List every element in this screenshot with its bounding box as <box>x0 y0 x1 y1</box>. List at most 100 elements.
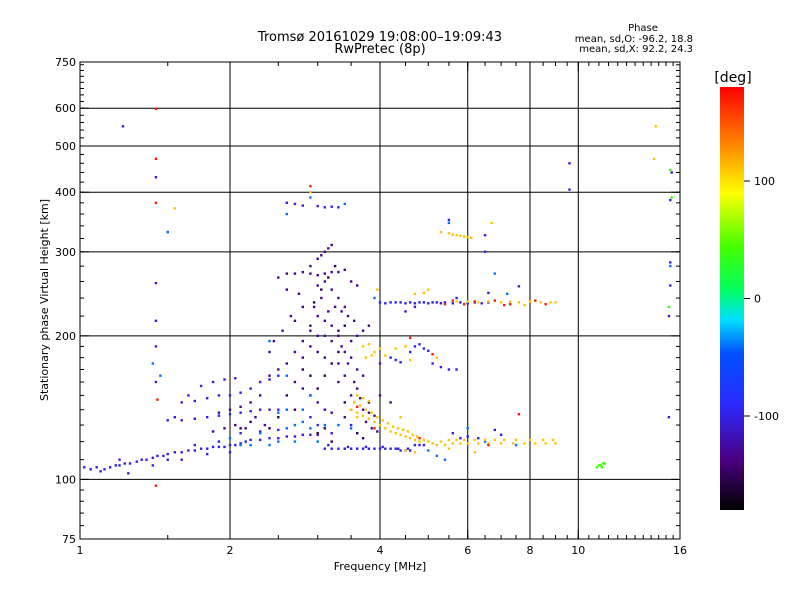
data-point <box>378 447 382 450</box>
data-point <box>487 442 490 445</box>
data-point <box>541 438 545 442</box>
data-point <box>343 416 346 419</box>
data-point <box>361 329 365 332</box>
data-point <box>323 319 326 322</box>
x-tick-labels: 1 2 4 6 8 10 16 <box>77 544 688 557</box>
data-point <box>327 247 330 250</box>
data-point <box>268 408 271 411</box>
data-point <box>459 442 462 445</box>
data-point <box>277 416 280 419</box>
data-point <box>554 442 557 445</box>
y-tick-label: 500 <box>55 140 76 153</box>
data-point <box>470 236 473 239</box>
data-point <box>493 428 496 432</box>
data-point <box>443 458 447 461</box>
data-point <box>435 356 438 359</box>
data-point <box>349 356 353 359</box>
data-point <box>109 466 112 469</box>
data-point <box>384 447 387 450</box>
data-point <box>277 276 280 279</box>
data-point <box>123 462 126 465</box>
data-point <box>346 445 350 449</box>
y-tick-label: 200 <box>55 330 76 343</box>
data-point <box>327 310 330 313</box>
data-point <box>409 449 412 452</box>
data-point <box>228 394 232 397</box>
data-point <box>514 438 518 442</box>
data-point <box>159 374 162 377</box>
data-point <box>544 303 547 306</box>
data-point <box>140 458 143 461</box>
y-tick-label: 600 <box>55 102 76 115</box>
data-point <box>356 368 359 371</box>
data-point <box>316 433 319 436</box>
data-point <box>409 336 412 340</box>
data-point <box>277 374 280 377</box>
data-point <box>477 301 480 304</box>
data-point <box>373 420 376 424</box>
colorbar <box>720 87 744 510</box>
data-point <box>361 447 365 450</box>
data-point <box>364 356 368 359</box>
y-axis-label: Stationary phase Virtual Height [km] <box>38 199 51 401</box>
data-point <box>249 401 252 404</box>
data-point <box>422 347 426 350</box>
data-point <box>316 204 319 208</box>
data-point <box>217 440 221 443</box>
data-point <box>277 368 280 371</box>
data-point <box>151 456 154 459</box>
data-point <box>285 374 288 377</box>
data-point <box>394 301 397 304</box>
data-point <box>293 319 297 322</box>
data-point <box>600 466 603 469</box>
data-point <box>364 445 368 449</box>
data-point <box>356 284 359 287</box>
data-point <box>199 384 203 388</box>
x-tick-label: 1 <box>77 544 84 557</box>
data-point <box>206 452 209 456</box>
data-point <box>356 432 359 435</box>
data-point <box>259 432 262 435</box>
data-point <box>337 423 340 427</box>
data-point <box>373 447 376 450</box>
data-point <box>361 374 365 377</box>
y-tick-label: 750 <box>55 56 76 69</box>
data-point <box>173 451 176 454</box>
data-point <box>399 449 402 452</box>
data-point <box>309 345 312 348</box>
colorbar-tick-label: 100 <box>754 175 775 188</box>
x-tick-label: 6 <box>464 544 471 557</box>
data-point <box>316 257 319 260</box>
data-point <box>330 432 333 435</box>
data-point <box>156 398 159 401</box>
data-point <box>413 302 417 305</box>
data-point <box>509 300 512 303</box>
phase-info-x: mean, sd,X: 92.2, 24.3 <box>579 44 693 55</box>
data-point <box>422 438 426 442</box>
data-point <box>669 264 672 268</box>
data-point <box>378 394 382 397</box>
data-point <box>389 301 392 304</box>
data-point <box>397 447 400 450</box>
data-point <box>114 464 117 467</box>
data-point <box>166 419 169 422</box>
data-point <box>654 125 657 128</box>
data-point <box>534 299 537 302</box>
data-point <box>367 324 371 327</box>
data-point <box>483 250 487 253</box>
data-point <box>151 362 154 365</box>
data-point <box>154 380 158 384</box>
y-tick-label: 400 <box>55 186 76 199</box>
data-point <box>473 451 476 454</box>
data-point <box>386 422 390 425</box>
data-point <box>451 302 454 305</box>
data-point <box>487 443 490 447</box>
data-point <box>330 288 333 291</box>
data-point <box>301 356 304 359</box>
data-point <box>193 443 196 447</box>
data-point <box>330 447 333 450</box>
data-point <box>277 440 280 443</box>
data-point <box>483 234 487 237</box>
data-point <box>399 361 402 364</box>
data-point <box>239 391 242 394</box>
